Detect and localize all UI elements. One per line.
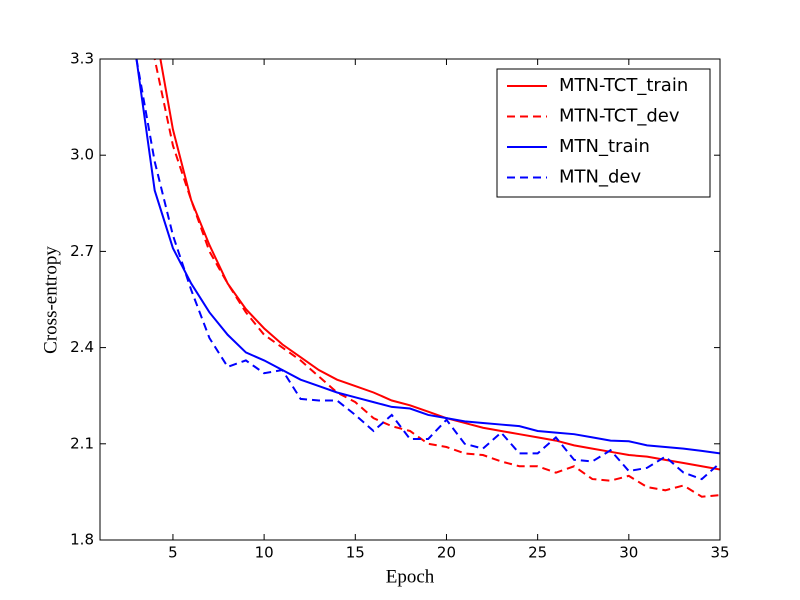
plot-frame <box>99 58 721 541</box>
x-tick-label: 20 <box>437 544 456 562</box>
legend-label: MTN-TCT_dev <box>559 106 680 127</box>
series-line <box>135 59 720 455</box>
y-axis-label: Cross-entropy <box>40 246 61 354</box>
y-tick-label: 1.8 <box>70 531 94 549</box>
x-tick-label: 30 <box>619 544 638 562</box>
x-tick-label: 5 <box>168 544 178 562</box>
x-tick-label: 15 <box>346 544 365 562</box>
legend-label: MTN_dev <box>559 167 641 188</box>
x-tick-label: 35 <box>710 544 729 562</box>
x-tick-label: 25 <box>528 544 547 562</box>
legend-label: MTN_train <box>559 136 650 157</box>
legend-label: MTN-TCT_train <box>559 75 688 96</box>
plot-area <box>135 59 720 498</box>
legend-box <box>496 68 711 198</box>
y-tick-label: 3.0 <box>70 146 94 164</box>
y-tick-label: 3.3 <box>70 50 94 68</box>
series-line <box>135 59 720 481</box>
y-tick-label: 2.1 <box>70 434 94 452</box>
x-axis-label: Epoch <box>386 566 435 587</box>
y-tick-label: 2.4 <box>70 338 94 356</box>
y-tick-label: 2.7 <box>70 242 94 260</box>
x-tick-label: 10 <box>255 544 274 562</box>
